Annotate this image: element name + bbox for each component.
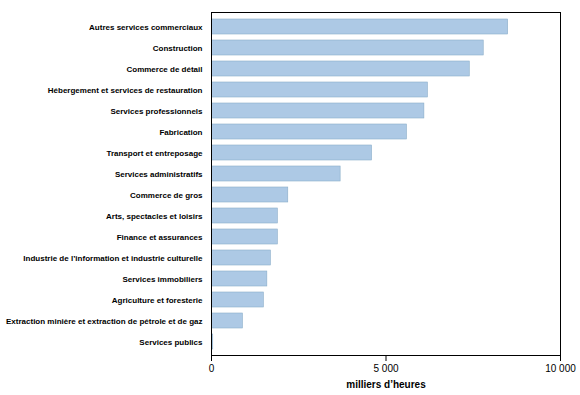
svg-text:Agriculture et foresterie: Agriculture et foresterie	[112, 296, 203, 305]
svg-text:Autres services commerciaux: Autres services commerciaux	[89, 23, 203, 32]
svg-text:Hébergement et services de res: Hébergement et services de restauration	[48, 86, 203, 95]
svg-text:Extraction minière et extracti: Extraction minière et extraction de pétr…	[6, 317, 203, 326]
svg-text:Commerce de gros: Commerce de gros	[130, 191, 203, 200]
svg-text:Services immobiliers: Services immobiliers	[122, 275, 203, 284]
svg-text:Transport et entreposage: Transport et entreposage	[106, 149, 203, 158]
svg-text:5 000: 5 000	[373, 363, 398, 374]
svg-text:Industrie de l’information et: Industrie de l’information et industrie …	[23, 254, 203, 263]
svg-text:10 000: 10 000	[545, 363, 576, 374]
svg-text:Commerce de détail: Commerce de détail	[126, 65, 202, 74]
svg-text:Fabrication: Fabrication	[159, 128, 202, 137]
svg-text:Services publics: Services publics	[139, 338, 203, 347]
svg-text:milliers d’heures: milliers d’heures	[346, 379, 426, 390]
svg-text:Services professionnels: Services professionnels	[110, 107, 203, 116]
svg-text:Services administratifs: Services administratifs	[115, 170, 203, 179]
svg-text:Construction: Construction	[153, 44, 203, 53]
svg-text:0: 0	[209, 363, 215, 374]
svg-text:Arts, spectacles et loisirs: Arts, spectacles et loisirs	[106, 212, 203, 221]
svg-text:Finance et assurances: Finance et assurances	[117, 233, 203, 242]
